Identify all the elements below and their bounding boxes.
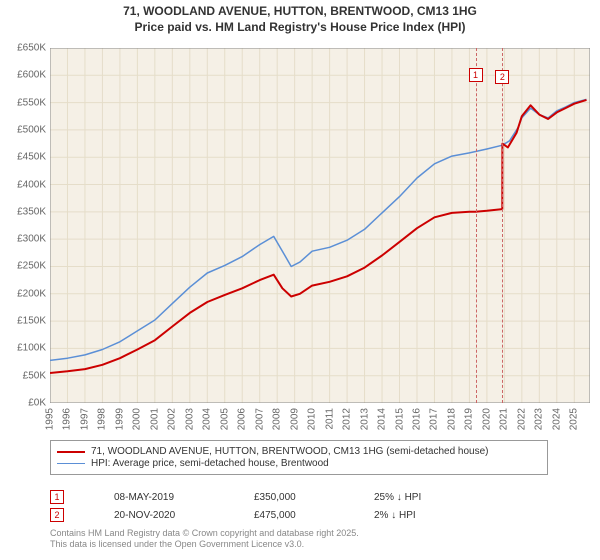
x-tick-label: 2015 — [394, 408, 405, 430]
x-tick-label: 2003 — [184, 408, 195, 430]
legend-label-hpi: HPI: Average price, semi-detached house,… — [91, 458, 329, 469]
license-text: Contains HM Land Registry data © Crown c… — [50, 528, 548, 550]
y-tick-label: £150K — [17, 316, 46, 327]
x-tick-label: 2006 — [237, 408, 248, 430]
license-line1: Contains HM Land Registry data © Crown c… — [50, 528, 548, 539]
y-tick-label: £100K — [17, 343, 46, 354]
marker-flag: 2 — [495, 70, 509, 84]
x-tick-label: 2002 — [167, 408, 178, 430]
chart-svg — [50, 48, 590, 403]
x-tick-label: 2007 — [254, 408, 265, 430]
chart-container: 71, WOODLAND AVENUE, HUTTON, BRENTWOOD, … — [0, 0, 600, 560]
license-line2: This data is licensed under the Open Gov… — [50, 539, 548, 550]
x-tick-label: 2016 — [411, 408, 422, 430]
x-tick-label: 2010 — [307, 408, 318, 430]
chart-plot-area: £0K£50K£100K£150K£200K£250K£300K£350K£40… — [50, 48, 590, 403]
y-tick-label: £500K — [17, 124, 46, 135]
marker-price-1: £350,000 — [254, 492, 334, 503]
y-tick-label: £250K — [17, 261, 46, 272]
x-tick-label: 2022 — [516, 408, 527, 430]
y-tick-label: £550K — [17, 97, 46, 108]
x-tick-label: 2023 — [534, 408, 545, 430]
marker-row-1: 1 08-MAY-2019 £350,000 25% ↓ HPI — [50, 488, 548, 506]
x-tick-label: 2025 — [569, 408, 580, 430]
chart-title-block: 71, WOODLAND AVENUE, HUTTON, BRENTWOOD, … — [0, 0, 600, 35]
chart-title-line1: 71, WOODLAND AVENUE, HUTTON, BRENTWOOD, … — [0, 4, 600, 20]
x-tick-label: 2020 — [481, 408, 492, 430]
marker-badge-2: 2 — [50, 508, 64, 522]
y-axis: £0K£50K£100K£150K£200K£250K£300K£350K£40… — [2, 48, 48, 403]
chart-title-line2: Price paid vs. HM Land Registry's House … — [0, 20, 600, 36]
marker-delta-1: 25% ↓ HPI — [374, 492, 454, 503]
chart-legend: 71, WOODLAND AVENUE, HUTTON, BRENTWOOD, … — [50, 440, 548, 475]
y-tick-label: £0K — [28, 398, 46, 409]
x-tick-label: 2024 — [551, 408, 562, 430]
marker-delta-pct-1: 25% — [374, 492, 394, 503]
x-tick-label: 1995 — [45, 408, 56, 430]
x-tick-label: 2012 — [342, 408, 353, 430]
legend-row-price-paid: 71, WOODLAND AVENUE, HUTTON, BRENTWOOD, … — [57, 446, 541, 457]
chart-svg-wrap — [50, 48, 590, 403]
x-tick-label: 2004 — [202, 408, 213, 430]
marker-table: 1 08-MAY-2019 £350,000 25% ↓ HPI 2 20-NO… — [50, 488, 548, 524]
marker-badge-1: 1 — [50, 490, 64, 504]
arrow-down-icon: ↓ — [391, 510, 396, 521]
marker-delta-2: 2% ↓ HPI — [374, 510, 454, 521]
y-tick-label: £50K — [23, 370, 46, 381]
x-tick-label: 2008 — [272, 408, 283, 430]
y-tick-label: £200K — [17, 288, 46, 299]
marker-delta-pct-2: 2% — [374, 510, 388, 521]
y-tick-label: £600K — [17, 70, 46, 81]
legend-swatch-price-paid — [57, 451, 85, 453]
y-tick-label: £650K — [17, 43, 46, 54]
x-tick-label: 2014 — [377, 408, 388, 430]
x-tick-label: 2011 — [324, 408, 335, 430]
marker-flag: 1 — [469, 68, 483, 82]
marker-price-2: £475,000 — [254, 510, 334, 521]
x-tick-label: 2001 — [149, 408, 160, 430]
x-tick-label: 1996 — [62, 408, 73, 430]
y-tick-label: £300K — [17, 234, 46, 245]
x-tick-label: 2013 — [359, 408, 370, 430]
legend-label-price-paid: 71, WOODLAND AVENUE, HUTTON, BRENTWOOD, … — [91, 446, 489, 457]
marker-vline — [476, 48, 477, 403]
arrow-down-icon: ↓ — [397, 492, 402, 503]
x-tick-label: 2021 — [499, 408, 510, 430]
marker-row-2: 2 20-NOV-2020 £475,000 2% ↓ HPI — [50, 506, 548, 524]
marker-date-1: 08-MAY-2019 — [114, 492, 214, 503]
x-tick-label: 2000 — [132, 408, 143, 430]
y-tick-label: £450K — [17, 152, 46, 163]
x-tick-label: 2018 — [446, 408, 457, 430]
marker-delta-ref-2: HPI — [399, 510, 416, 521]
legend-swatch-hpi — [57, 463, 85, 464]
x-tick-label: 2005 — [219, 408, 230, 430]
x-tick-label: 2019 — [464, 408, 475, 430]
legend-row-hpi: HPI: Average price, semi-detached house,… — [57, 458, 541, 469]
marker-date-2: 20-NOV-2020 — [114, 510, 214, 521]
x-tick-label: 1999 — [114, 408, 125, 430]
marker-delta-ref-1: HPI — [405, 492, 422, 503]
y-tick-label: £400K — [17, 179, 46, 190]
x-tick-label: 1998 — [97, 408, 108, 430]
x-tick-label: 1997 — [79, 408, 90, 430]
marker-vline — [502, 48, 503, 403]
x-tick-label: 2017 — [429, 408, 440, 430]
y-tick-label: £350K — [17, 206, 46, 217]
x-tick-label: 2009 — [289, 408, 300, 430]
